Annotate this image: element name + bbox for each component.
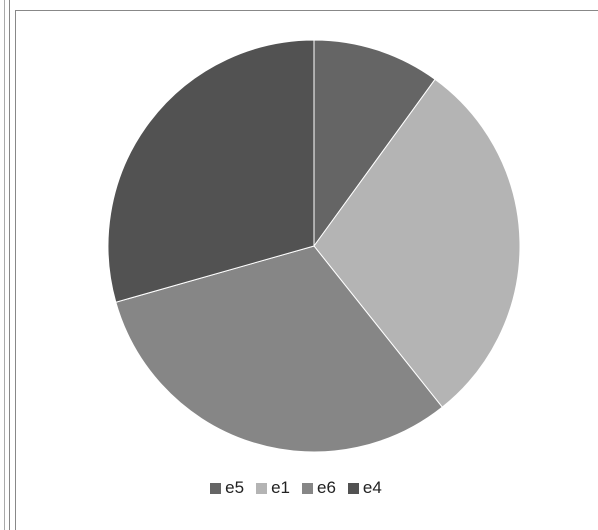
legend-swatch-e6 — [302, 482, 313, 494]
legend-label-e4: e4 — [362, 478, 382, 497]
legend-swatch-e5 — [210, 482, 222, 494]
pie-slice-e4 — [107, 39, 315, 303]
legend-swatch-e1 — [256, 482, 268, 494]
legend-item-e6: e6 — [302, 478, 336, 498]
legend-swatch-e4 — [347, 482, 359, 494]
pie-slice-e1 — [313, 78, 521, 408]
window-left-edge — [0, 0, 10, 530]
pie-slice-e6 — [115, 245, 443, 453]
legend-label-e5: e5 — [225, 478, 245, 497]
legend-item-e4: e4 — [347, 478, 382, 498]
chart-legend: e5 e1 e6 e4 — [0, 478, 598, 498]
legend-item-e1: e1 — [256, 478, 290, 498]
legend-item-e5: e5 — [210, 478, 244, 498]
legend-label-e1: e1 — [271, 478, 290, 497]
legend-label-e6: e6 — [317, 478, 336, 497]
pie-slice-e5 — [313, 39, 436, 248]
window-left-edge-line — [4, 0, 5, 530]
